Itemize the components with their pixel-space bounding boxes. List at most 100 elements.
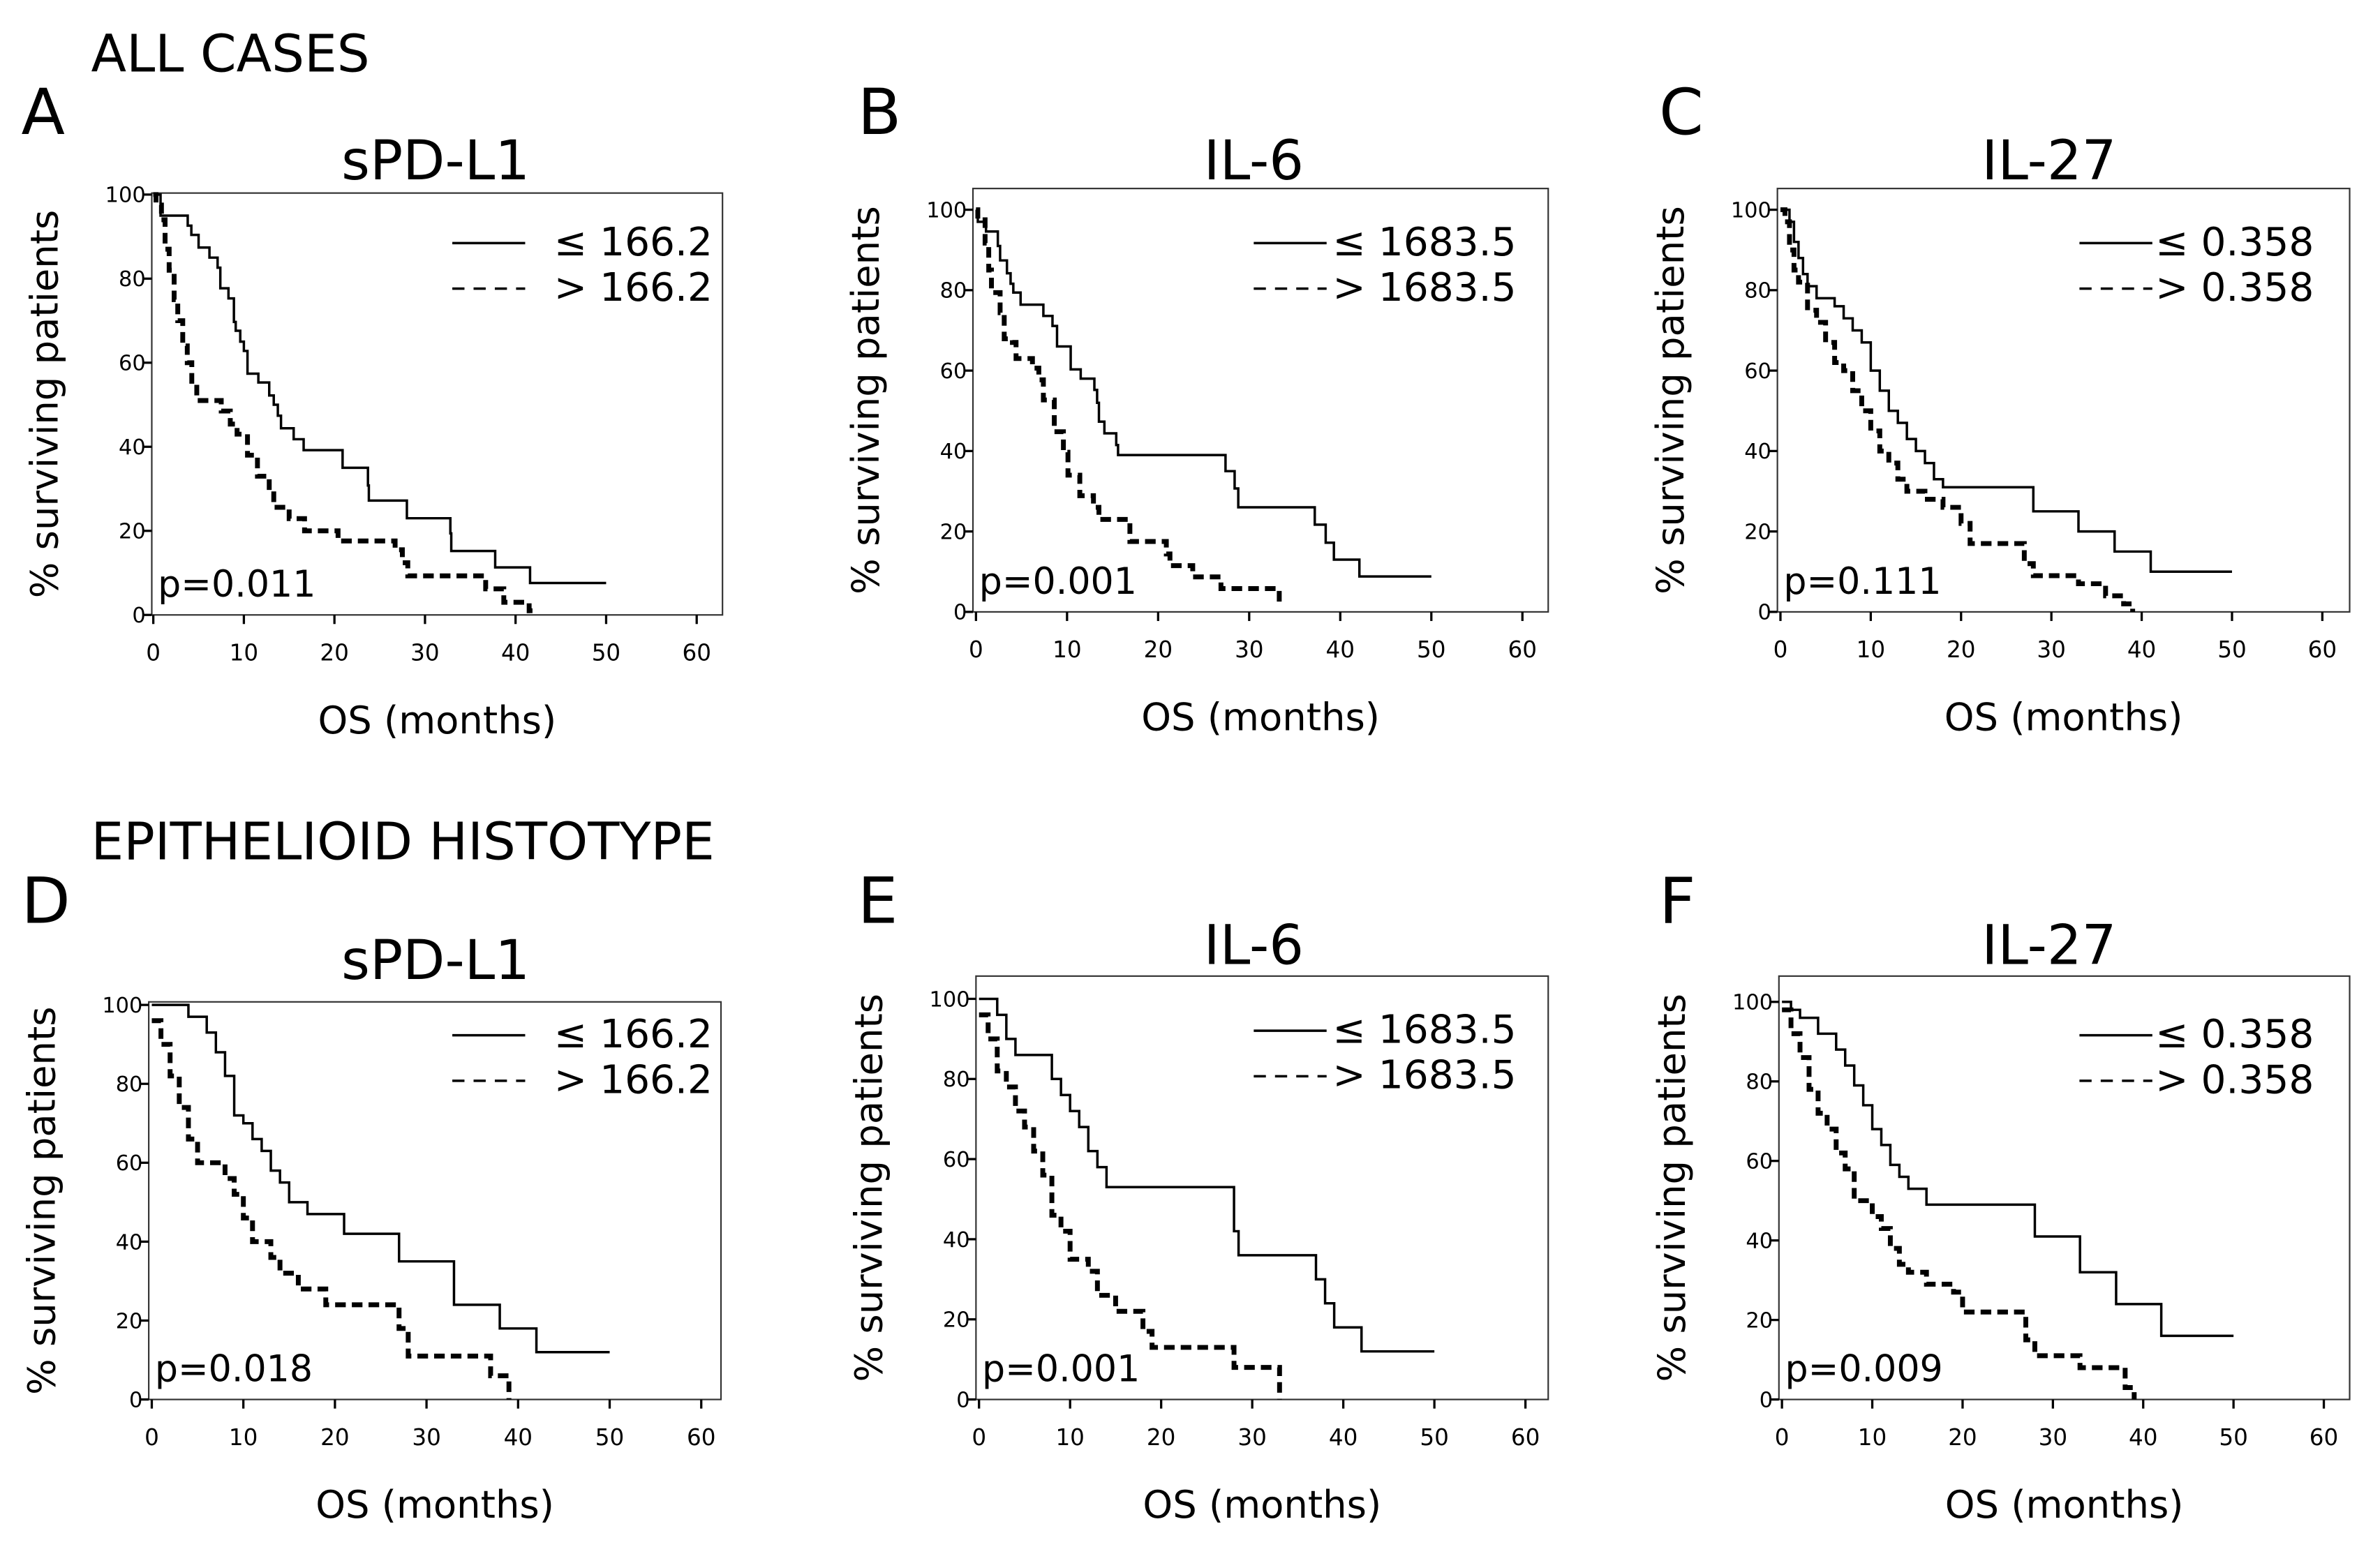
x-tick-label: 60 <box>2308 636 2337 663</box>
x-tick-label: 50 <box>1420 1424 1448 1451</box>
x-tick-label: 40 <box>1326 636 1355 663</box>
y-tick-label: 100 <box>102 994 142 1018</box>
y-axis-label: % surviving patients <box>847 994 891 1382</box>
y-tick-label: 60 <box>119 352 146 376</box>
legend-label: > 166.2 <box>554 265 713 311</box>
y-tick-label: 40 <box>1746 1230 1773 1254</box>
panel-f: F IL-27 0 10 20 30 40 50 60 0 20 40 60 80 100 OS (month… <box>1650 864 2351 1527</box>
legend-label: > 166.2 <box>554 1057 713 1103</box>
x-tick-label: 20 <box>1144 636 1173 663</box>
legend-label: > 1683.5 <box>1332 265 1516 311</box>
y-axis-label: % surviving patients <box>1650 994 1694 1382</box>
plot-frame <box>151 192 724 616</box>
survival-curve-low <box>976 208 1431 578</box>
p-value-annotation: p=0.001 <box>979 561 1137 603</box>
p-value-annotation: p=0.011 <box>158 564 315 606</box>
x-tick-label: 50 <box>592 639 621 666</box>
x-axis-label: OS (months) <box>315 1483 554 1527</box>
panel-letter: D <box>21 864 70 939</box>
panel-letter: F <box>1659 864 1696 939</box>
x-tick-label: 40 <box>2127 636 2157 663</box>
x-tick-label: 20 <box>320 1424 350 1451</box>
x-tick-label: 20 <box>320 639 349 666</box>
y-tick-label: 60 <box>1744 359 1771 384</box>
x-tick-label: 50 <box>1417 636 1445 663</box>
x-tick-label: 30 <box>1237 1424 1267 1451</box>
y-tick-label: 20 <box>943 1308 970 1333</box>
y-tick-label: 40 <box>940 440 967 464</box>
survival-curve-low <box>151 1003 610 1354</box>
p-value-annotation: p=0.009 <box>1785 1348 1943 1390</box>
y-tick-label: 80 <box>119 267 146 292</box>
x-tick-label: 30 <box>2037 636 2065 663</box>
legend-label: > 1683.5 <box>1332 1053 1516 1098</box>
legend-label: > 0.358 <box>2155 265 2314 311</box>
chart-title: IL-6 <box>1204 129 1304 193</box>
legend-label: ≤ 166.2 <box>554 1012 713 1057</box>
y-tick-label: 60 <box>1746 1150 1773 1174</box>
y-tick-label: 80 <box>940 279 967 304</box>
x-tick-label: 0 <box>144 1424 159 1451</box>
y-tick-label: 100 <box>1731 198 1771 223</box>
y-tick-label: 40 <box>943 1228 970 1253</box>
y-tick-label: 20 <box>940 521 967 545</box>
x-tick-label: 30 <box>412 1424 441 1451</box>
x-tick-label: 10 <box>229 1424 258 1451</box>
y-tick-label: 40 <box>119 435 146 460</box>
y-tick-label: 100 <box>1732 991 1773 1015</box>
x-tick-label: 50 <box>2217 636 2246 663</box>
y-tick-label: 60 <box>943 1148 970 1172</box>
x-tick-label: 60 <box>2310 1424 2338 1451</box>
y-tick-label: 0 <box>953 601 967 625</box>
survival-curve-high <box>151 1018 512 1400</box>
y-tick-label: 0 <box>129 1388 142 1412</box>
chart-title: IL-27 <box>1981 913 2116 977</box>
y-axis-label: % surviving patients <box>1649 206 1693 595</box>
x-axis-label: OS (months) <box>1945 1483 2184 1527</box>
panel-letter: C <box>1659 75 1704 149</box>
y-tick-label: 20 <box>116 1309 143 1333</box>
chart-title: sPD-L1 <box>341 129 530 193</box>
panel-b: B IL-6 0 10 20 30 40 50 60 0 20 40 60 80 100 OS (months… <box>844 75 1549 740</box>
x-axis-label: OS (months) <box>1143 1483 1381 1527</box>
x-tick-label: 40 <box>1329 1424 1358 1451</box>
y-tick-label: 100 <box>926 198 967 223</box>
legend-label: ≤ 1683.5 <box>1332 220 1516 265</box>
survival-curve-high <box>1780 207 2136 612</box>
survival-curve-high <box>153 192 533 615</box>
chart-title: sPD-L1 <box>341 929 530 992</box>
survival-curve-high <box>1782 1007 2137 1400</box>
y-axis-label: % surviving patients <box>20 1006 64 1395</box>
x-tick-label: 50 <box>595 1424 625 1451</box>
chart-title: IL-27 <box>1981 129 2116 193</box>
y-axis-label: % surviving patients <box>23 210 67 599</box>
y-tick-label: 40 <box>116 1230 143 1255</box>
x-tick-label: 10 <box>230 639 259 666</box>
panel-letter: B <box>858 75 902 149</box>
y-tick-label: 0 <box>1758 601 1771 625</box>
x-tick-label: 30 <box>1235 636 1264 663</box>
y-tick-label: 100 <box>105 184 146 208</box>
survival-curve-low <box>979 997 1435 1353</box>
survival-curve-high <box>979 1012 1282 1400</box>
x-tick-label: 60 <box>1511 1424 1540 1451</box>
plot-frame <box>148 1001 722 1400</box>
x-tick-label: 0 <box>969 636 983 663</box>
survival-curve-high <box>975 207 1282 606</box>
panel-c: C IL-27 0 10 20 30 40 50 60 0 20 40 60 80 100 OS (month… <box>1649 75 2351 740</box>
x-tick-label: 20 <box>1147 1424 1176 1451</box>
plot-frame <box>972 188 1549 613</box>
y-tick-label: 20 <box>119 520 146 544</box>
x-tick-label: 0 <box>972 1424 986 1451</box>
x-tick-label: 20 <box>1947 636 1976 663</box>
p-value-annotation: p=0.111 <box>1783 561 1941 603</box>
x-tick-label: 40 <box>2129 1424 2157 1451</box>
x-tick-label: 10 <box>1857 636 1885 663</box>
chart-title: IL-6 <box>1204 913 1304 977</box>
x-tick-label: 50 <box>2219 1424 2248 1451</box>
x-tick-label: 40 <box>504 1424 533 1451</box>
legend-label: ≤ 166.2 <box>554 220 713 265</box>
x-tick-label: 0 <box>146 639 161 666</box>
